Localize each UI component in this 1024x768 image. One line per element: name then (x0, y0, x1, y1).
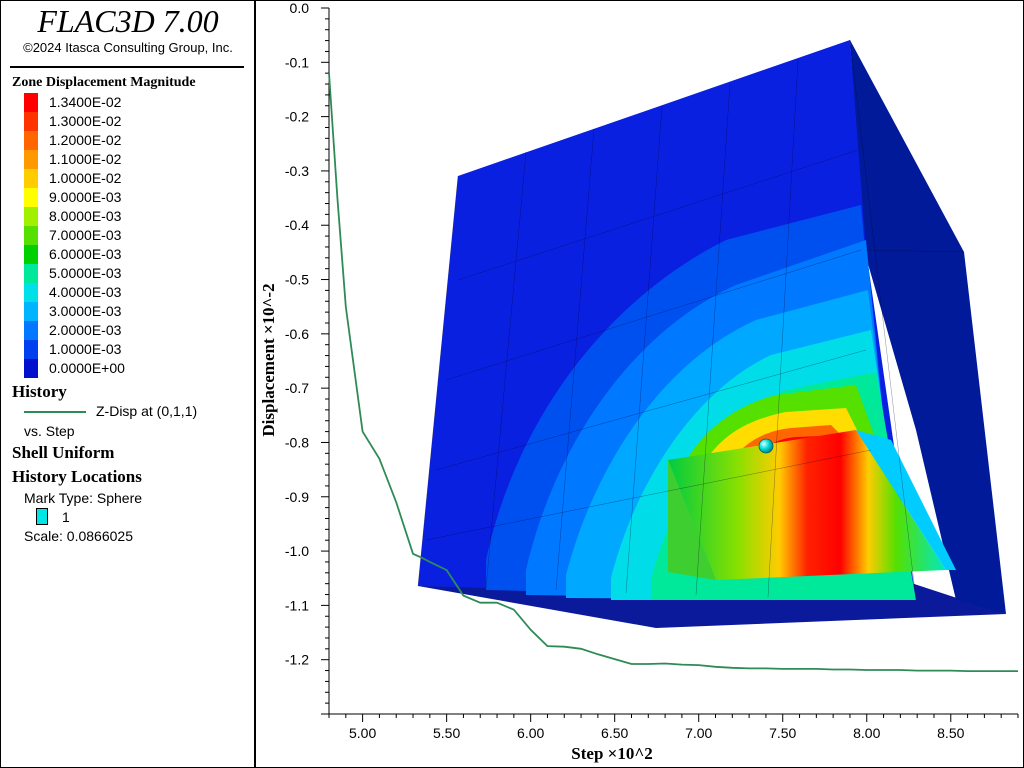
y-tick-label: -1.2 (285, 652, 309, 668)
contour-scale-row: 9.0000E-03 (24, 188, 254, 207)
y-tick-label: -0.5 (285, 272, 309, 288)
cavity-right-wall (856, 430, 956, 570)
contour-color-swatch (24, 207, 38, 226)
contour-color-swatch (24, 283, 38, 302)
plot-svg: 0.0 -0.1 -0.2 -0.3 -0.4 -0.5 -0.6 -0.7 -0.8 -0.9 -… (259, 0, 1019, 763)
contour-value-label: 0.0000E+00 (49, 360, 125, 376)
contour-value-label: 2.0000E-03 (49, 322, 122, 338)
x-tick-label: 6.00 (517, 725, 544, 741)
contour-value-label: 6.0000E-03 (49, 246, 122, 262)
cavity-left-wall (668, 460, 716, 580)
contour-scale-row: 6.0000E-03 (24, 245, 254, 264)
contour-color-swatch (24, 321, 38, 340)
y-tick-label: -0.4 (285, 217, 309, 233)
contour-color-swatch (24, 302, 38, 321)
contour-scale-row: 1.0000E-02 (24, 169, 254, 188)
history-series-line (328, 73, 1018, 672)
history-legend-title: History (12, 382, 67, 401)
y-tick-label: -0.7 (285, 380, 309, 396)
contour-scale-row: 0.0000E+00 (24, 359, 254, 378)
contour-scale-row: 7.0000E-03 (24, 226, 254, 245)
y-tick-label: -0.1 (285, 54, 309, 70)
app-title: FLAC3D 7.00 (37, 3, 219, 39)
legend-panel: FLAC3D 7.00 ©2024 Itasca Consulting Grou… (0, 0, 256, 768)
contour-scale-row: 1.3000E-02 (24, 112, 254, 131)
contour-value-label: 1.0000E-03 (49, 341, 122, 357)
contour-scale-row: 5.0000E-03 (24, 264, 254, 283)
x-tick-label: 5.00 (349, 725, 376, 741)
series-layer (328, 73, 1018, 672)
contour-color-swatch (24, 340, 38, 359)
contour-scale-row: 1.3400E-02 (24, 93, 254, 112)
contour-scale-row: 3.0000E-03 (24, 302, 254, 321)
plot-view[interactable]: 0.0 -0.1 -0.2 -0.3 -0.4 -0.5 -0.6 -0.7 -0.8 -0.9 -… (256, 0, 1024, 768)
x-tick-label: 8.00 (853, 725, 880, 741)
y-tick-label: -0.3 (285, 163, 309, 179)
axes-group (328, 8, 1018, 715)
model-view (417, 39, 1006, 628)
mesh-lines (417, 39, 965, 601)
shell-legend-title: Shell Uniform (12, 443, 115, 462)
contour-color-swatch (24, 93, 38, 112)
y-tick-label: -0.2 (285, 109, 309, 125)
contour-scale-row: 2.0000E-03 (24, 321, 254, 340)
y-tick-group: 0.0 -0.1 -0.2 -0.3 -0.4 -0.5 -0.6 -0.7 -0.8 -0.9 -… (285, 0, 329, 715)
history-line-swatch (24, 411, 86, 413)
contour-value-label: 4.0000E-03 (49, 284, 122, 300)
contour-value-label: 9.0000E-03 (49, 189, 122, 205)
contour-legend-title: Zone Displacement Magnitude (12, 75, 196, 90)
x-tick-label: 5.50 (433, 725, 460, 741)
sphere-mark-swatch (36, 508, 48, 525)
contour-value-label: 8.0000E-03 (49, 208, 122, 224)
contour-scale-row: 8.0000E-03 (24, 207, 254, 226)
history-vs-label: vs. Step (24, 423, 75, 439)
mark-type-label: Mark Type: Sphere (24, 490, 143, 506)
contour-value-label: 1.0000E-02 (49, 170, 122, 186)
contour-color-swatch (24, 245, 38, 264)
y-tick-label: -1.0 (285, 543, 309, 559)
x-tick-label: 8.50 (937, 725, 964, 741)
history-location-sphere[interactable] (758, 438, 774, 454)
contour-value-label: 1.1000E-02 (49, 151, 122, 167)
contour-scale-row: 1.1000E-02 (24, 150, 254, 169)
contour-color-swatch (24, 188, 38, 207)
contour-scale-row: 4.0000E-03 (24, 283, 254, 302)
y-tick-label: -0.6 (285, 326, 309, 342)
contour-value-label: 7.0000E-03 (49, 227, 122, 243)
contour-value-label: 5.0000E-03 (49, 265, 122, 281)
y-tick-label: -1.1 (285, 597, 309, 613)
contour-color-swatch (24, 169, 38, 188)
contour-color-swatch (24, 112, 38, 131)
contour-color-swatch (24, 131, 38, 150)
cavity-floor (668, 430, 946, 580)
contour-value-label: 3.0000E-03 (49, 303, 122, 319)
title-divider (10, 66, 244, 68)
contour-color-swatch (24, 359, 38, 378)
contour-scale-row: 1.2000E-02 (24, 131, 254, 150)
y-tick-label: 0.0 (290, 0, 310, 16)
contour-color-swatch (24, 264, 38, 283)
contour-scale-row: 1.0000E-03 (24, 340, 254, 359)
y-axis-title: Displacement ×10^-2 (259, 283, 278, 436)
scale-label: Scale: 0.0866025 (24, 528, 133, 544)
copyright-text: ©2024 Itasca Consulting Group, Inc. (23, 40, 233, 55)
history-locations-title: History Locations (12, 467, 142, 486)
x-tick-label: 7.00 (685, 725, 712, 741)
y-tick-label: -0.8 (285, 434, 309, 450)
history-entry-label: Z-Disp at (0,1,1) (96, 403, 198, 419)
contour-value-label: 1.3000E-02 (49, 113, 122, 129)
contour-color-swatch (24, 226, 38, 245)
contour-value-label: 1.2000E-02 (49, 132, 122, 148)
x-tick-label: 6.50 (601, 725, 628, 741)
x-tick-label: 7.50 (769, 725, 796, 741)
block-right-face (850, 40, 1006, 614)
x-axis-title: Step ×10^2 (571, 744, 652, 763)
contour-color-swatch (24, 150, 38, 169)
mark-id-label: 1 (62, 509, 70, 525)
y-tick-label: -0.9 (285, 489, 309, 505)
contour-value-label: 1.3400E-02 (49, 94, 122, 110)
x-tick-group: 5.00 5.50 6.00 6.50 7.00 7.50 8.00 8.50 (328, 714, 1019, 741)
